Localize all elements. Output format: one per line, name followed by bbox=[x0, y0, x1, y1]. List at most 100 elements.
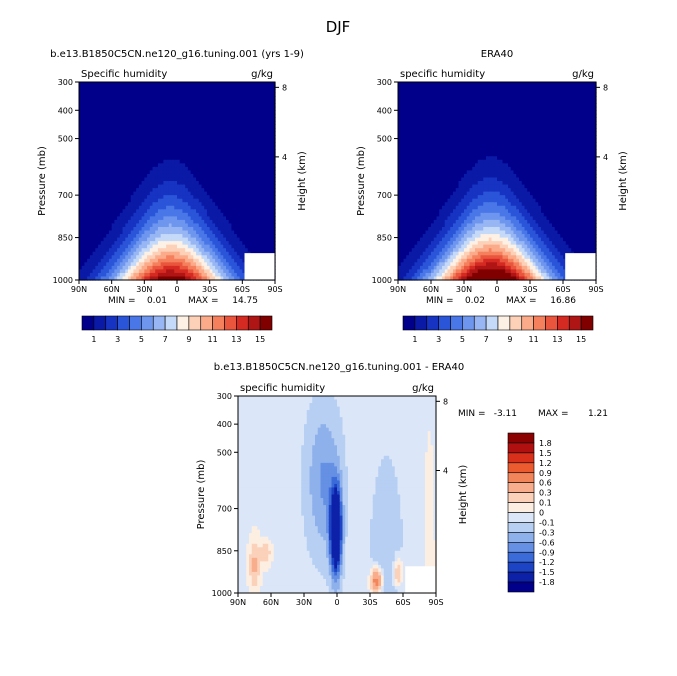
field-cell bbox=[149, 85, 154, 90]
field-cell bbox=[411, 255, 416, 260]
field-cell bbox=[204, 237, 208, 242]
field-cell bbox=[269, 117, 273, 122]
field-cell bbox=[215, 276, 219, 281]
field-cell bbox=[428, 181, 432, 186]
field-cell bbox=[242, 82, 246, 87]
field-cell bbox=[253, 89, 257, 94]
field-cell bbox=[182, 265, 186, 270]
field-cell bbox=[111, 156, 115, 161]
field-cell bbox=[122, 251, 126, 256]
field-cell bbox=[81, 241, 86, 246]
field-cell bbox=[114, 85, 118, 90]
field-cell bbox=[436, 173, 440, 179]
field-cell bbox=[201, 209, 205, 214]
field-cell bbox=[204, 149, 208, 154]
field-cell bbox=[420, 142, 424, 147]
field-cell bbox=[98, 127, 102, 133]
field-cell bbox=[174, 138, 178, 143]
field-cell bbox=[403, 219, 407, 225]
field-cell bbox=[198, 159, 203, 164]
field-cell bbox=[144, 142, 148, 147]
field-cell bbox=[155, 226, 159, 232]
field-cell bbox=[117, 205, 121, 210]
field-cell bbox=[155, 269, 159, 274]
field-cell bbox=[125, 149, 129, 154]
field-cell bbox=[266, 127, 271, 133]
field-cell bbox=[261, 188, 265, 193]
field-cell bbox=[204, 209, 208, 214]
field-cell bbox=[182, 244, 186, 249]
field-cell bbox=[79, 251, 83, 256]
field-cell bbox=[174, 262, 178, 267]
y2-tick-label: 4 bbox=[282, 153, 287, 162]
field-cell bbox=[234, 110, 238, 115]
field-cell bbox=[428, 226, 432, 232]
field-cell bbox=[403, 170, 407, 175]
field-cell bbox=[212, 173, 216, 179]
field-cell bbox=[439, 216, 443, 221]
field-cell bbox=[433, 103, 438, 108]
field-cell bbox=[125, 96, 129, 101]
field-cell bbox=[206, 195, 211, 200]
field-cell bbox=[198, 127, 203, 133]
field-cell bbox=[84, 202, 88, 207]
field-cell bbox=[231, 191, 235, 196]
field-cell bbox=[95, 212, 99, 217]
field-cell bbox=[193, 127, 197, 133]
field-cell bbox=[84, 82, 88, 87]
field-cell bbox=[119, 103, 124, 108]
field-cell bbox=[171, 276, 175, 281]
field-cell bbox=[89, 145, 94, 150]
field-cell bbox=[89, 131, 94, 136]
field-cell bbox=[177, 127, 181, 133]
field-cell bbox=[209, 120, 213, 126]
field-cell bbox=[185, 188, 189, 193]
field-cell bbox=[122, 223, 126, 228]
field-cell bbox=[182, 89, 186, 94]
field-cell bbox=[179, 149, 184, 154]
field-cell bbox=[400, 265, 405, 270]
field-cell bbox=[431, 89, 435, 94]
field-cell bbox=[206, 159, 211, 164]
field-cell bbox=[428, 82, 432, 87]
field-cell bbox=[425, 237, 429, 242]
field-cell bbox=[228, 272, 233, 278]
field-cell bbox=[179, 262, 184, 267]
field-cell bbox=[122, 202, 126, 207]
field-cell bbox=[400, 96, 405, 101]
field-cell bbox=[414, 124, 418, 129]
field-cell bbox=[215, 223, 219, 228]
y2-tick-label: 8 bbox=[282, 83, 287, 92]
field-cell bbox=[398, 212, 402, 217]
field-cell bbox=[239, 127, 243, 133]
field-cell bbox=[406, 89, 410, 94]
field-cell bbox=[242, 110, 246, 115]
field-cell bbox=[255, 230, 260, 235]
field-cell bbox=[114, 198, 118, 203]
field-cell bbox=[209, 138, 213, 143]
field-cell bbox=[92, 166, 96, 171]
field-cell bbox=[261, 195, 265, 200]
field-cell bbox=[198, 276, 203, 281]
field-cell bbox=[84, 237, 88, 242]
field-cell bbox=[136, 177, 140, 182]
field-cell bbox=[215, 166, 219, 171]
field-cell bbox=[198, 237, 203, 242]
field-cell bbox=[217, 120, 222, 126]
field-cell bbox=[187, 85, 192, 90]
field-cell bbox=[114, 92, 118, 97]
field-cell bbox=[400, 170, 405, 175]
field-cell bbox=[425, 110, 429, 115]
field-cell bbox=[420, 173, 424, 179]
field-cell bbox=[409, 145, 413, 150]
field-cell bbox=[128, 82, 132, 87]
field-cell bbox=[228, 138, 233, 143]
field-cell bbox=[266, 163, 271, 168]
field-cell bbox=[198, 145, 203, 150]
field-cell bbox=[236, 226, 241, 232]
field-cell bbox=[152, 191, 156, 196]
field-cell bbox=[239, 82, 243, 87]
field-cell bbox=[414, 103, 418, 108]
field-cell bbox=[201, 85, 205, 90]
field-cell bbox=[92, 120, 96, 126]
